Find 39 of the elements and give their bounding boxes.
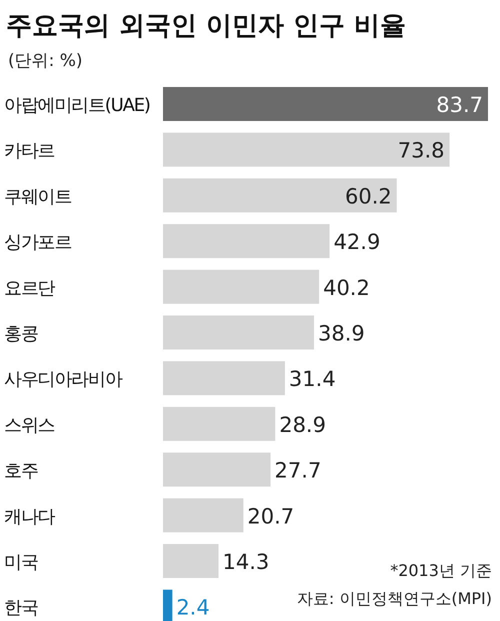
y-tick-label: 싱가포르 [4,232,72,254]
bar [163,132,450,167]
data-label: 83.7 [436,93,483,117]
bar [163,270,320,304]
bar [163,452,271,487]
data-label: 20.7 [247,504,294,528]
data-label: 27.7 [274,458,322,483]
data-label: 2.4 [176,596,210,620]
y-tick-label: 아랍에미리트(UAE) [4,95,150,116]
y-tick-label: 요르단 [4,278,56,299]
data-label: 60.2 [344,184,392,208]
data-label: 31.4 [288,367,336,392]
y-tick-label: 카타르 [4,140,55,162]
y-tick-label: 캐나다 [4,506,56,528]
y-tick-label: 한국 [4,598,38,619]
bar [163,87,488,121]
y-tick-label: 호주 [4,460,38,482]
data-label: 28.9 [279,412,326,437]
data-label: 38.9 [318,322,365,346]
data-label: 73.8 [398,138,445,163]
chart-subtitle: (단위: %) [8,51,83,71]
bar [163,361,285,396]
chart-title: 주요국의 외국인 이민자 인구 비율 [6,11,406,41]
bar [163,224,330,258]
bar [163,316,314,350]
y-tick-label: 사우디아라비아 [4,369,123,390]
y-tick-label: 쿠웨이트 [4,186,72,208]
y-tick-label: 홍콩 [4,324,38,344]
annotation: 자료: 이민정책연구소(MPI) [296,589,492,608]
data-label: 42.9 [334,230,380,254]
data-label: 14.3 [222,550,270,574]
bar [163,406,276,441]
y-tick-label: 미국 [4,552,38,573]
bar [163,544,219,578]
y-tick-label: 스위스 [4,414,55,436]
annotation: *2013년 기준 [390,561,492,580]
bar [163,178,397,212]
bar [163,498,244,532]
data-label: 40.2 [323,276,370,300]
